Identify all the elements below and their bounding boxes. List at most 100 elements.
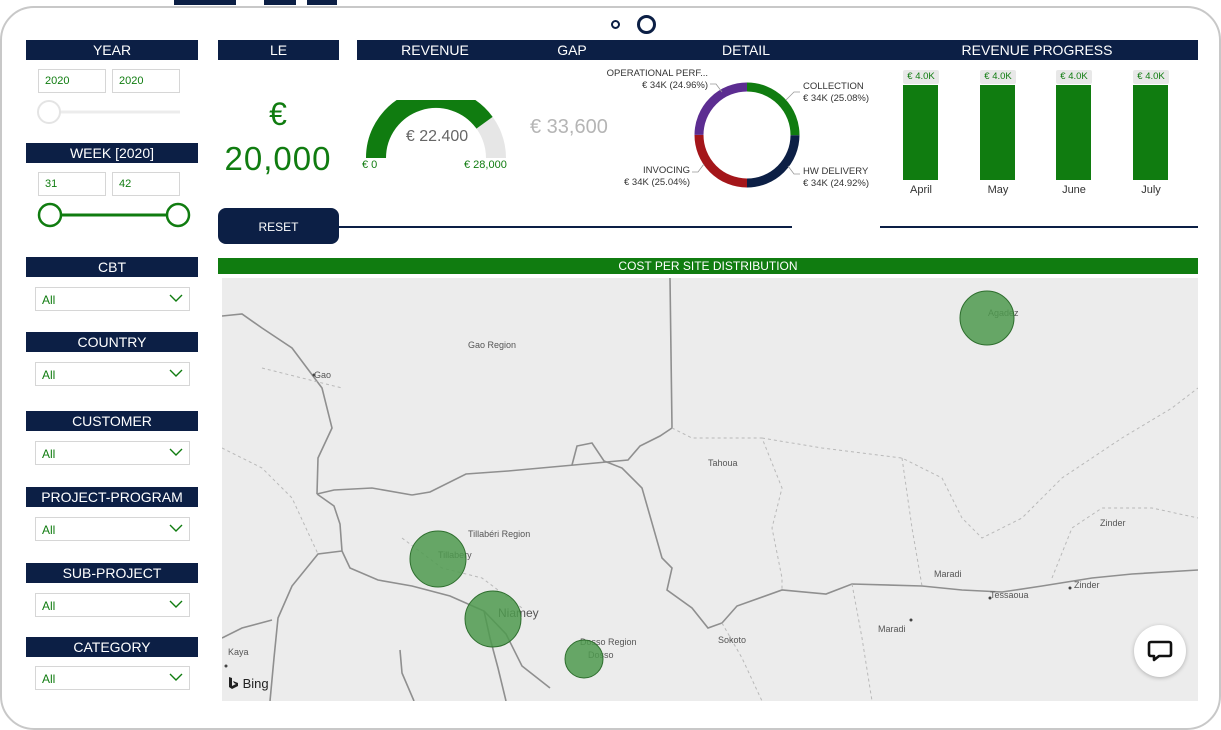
year-to-input[interactable]: 2020 [112, 69, 180, 93]
top-edge-mark [264, 0, 296, 5]
project-program-dropdown[interactable]: All [35, 517, 190, 541]
revenue-bar[interactable] [903, 85, 938, 180]
divider-line [880, 226, 1198, 228]
chevron-down-icon [169, 369, 183, 377]
bing-attribution: Bing [228, 676, 269, 691]
week-slicer-title: WEEK [2020] [26, 143, 198, 163]
detail-chart-title: DETAIL [722, 42, 770, 58]
chat-icon [1147, 640, 1173, 662]
donut-segment-hw-delivery[interactable] [746, 135, 800, 188]
top-edge-mark [174, 0, 236, 5]
year-from-input[interactable]: 2020 [38, 69, 106, 93]
chevron-down-icon [169, 673, 183, 681]
donut-label-name: HW DELIVERY [803, 166, 869, 177]
map-place-label: Tillabéri Region [468, 529, 531, 539]
map-place-label: Sokoto [718, 635, 747, 645]
chat-button[interactable] [1134, 625, 1186, 677]
bar-category-label: May [987, 184, 1009, 196]
page-indicator-dot-active[interactable] [637, 15, 656, 34]
bar-data-label: € 4.0K [980, 70, 1016, 84]
site-bubble-niamey[interactable] [464, 590, 522, 648]
customer-value: All [42, 447, 56, 461]
cbt-dropdown[interactable]: All [35, 287, 190, 311]
bar-data-label: € 4.0K [1133, 70, 1169, 84]
country-dropdown[interactable]: All [35, 362, 190, 386]
map-place-label: Tahoua [708, 458, 738, 468]
donut-label-value: € 34K (24.96%) [641, 80, 708, 91]
map-place-label: Maradi [934, 569, 962, 579]
map-place-label: Gao [314, 370, 332, 380]
map-place-label: Gao Region [468, 340, 517, 350]
week-to-input[interactable]: 42 [112, 172, 180, 196]
donut-label-value: € 34K (25.08%) [803, 93, 870, 104]
donut-leader-lines [692, 83, 800, 175]
country-value: All [42, 368, 56, 382]
slider-handle-end[interactable] [165, 202, 191, 228]
sub-project-dropdown[interactable]: All [35, 593, 190, 617]
revenue-gauge-max: € 28,000 [464, 159, 507, 171]
reset-button[interactable]: RESET [218, 208, 339, 244]
week-from-input[interactable]: 31 [38, 172, 106, 196]
donut-label-name: INVOCING [643, 165, 690, 176]
sub-project-slicer-title: SUB-PROJECT [26, 563, 198, 583]
le-card-title: LE [218, 40, 339, 60]
cbt-value: All [42, 293, 56, 307]
donut-label-name: COLLECTION [803, 81, 864, 92]
map-title: COST PER SITE DISTRIBUTION [218, 258, 1198, 274]
revenue-bar[interactable] [980, 85, 1015, 180]
site-bubble-tillabery[interactable] [409, 530, 467, 588]
category-dropdown[interactable]: All [35, 666, 190, 690]
site-bubble-dosso[interactable] [564, 639, 604, 679]
revenue-gauge-value: € 22.400 [405, 128, 469, 145]
map-place-label: Zinder [1074, 580, 1100, 590]
page-indicator-dot[interactable] [611, 20, 620, 29]
le-currency-symbol: € [269, 96, 287, 132]
revenue-gauge-min: € 0 [362, 159, 378, 171]
week-range-slider[interactable] [36, 200, 192, 230]
bar-category-label: April [909, 184, 932, 196]
site-bubble-agadez[interactable] [959, 290, 1015, 346]
category-slicer-title: CATEGORY [26, 637, 198, 657]
chevron-down-icon [169, 448, 183, 456]
year-slicer-title: YEAR [26, 40, 198, 60]
bar-category-label: July [1141, 184, 1161, 196]
slider-handle-start[interactable] [37, 202, 63, 228]
le-value: 20,000 [224, 140, 332, 177]
bing-logo-icon [229, 677, 238, 689]
donut-label-collection: COLLECTION € 34K (25.08%) [803, 81, 869, 105]
sub-project-value: All [42, 599, 56, 613]
country-slicer-title: COUNTRY [26, 332, 198, 352]
detail-donut-chart[interactable] [690, 78, 804, 192]
donut-segment-operational[interactable] [694, 82, 748, 136]
map-place-label: Kaya [228, 647, 249, 657]
revenue-gauge [366, 100, 506, 159]
revenue-bar[interactable] [1133, 85, 1168, 180]
donut-segment-invocing[interactable] [694, 134, 748, 188]
map-place-label: Maradi [878, 624, 906, 634]
bar-category-label: June [1062, 184, 1086, 196]
year-range-slider[interactable] [36, 98, 186, 126]
donut-label-hw-delivery: HW DELIVERY € 34K (24.92%) [803, 166, 869, 190]
slider-handle[interactable] [37, 100, 61, 124]
bing-label: Bing [242, 676, 269, 691]
customer-slicer-title: CUSTOMER [26, 411, 198, 431]
revenue-bar[interactable] [1056, 85, 1091, 180]
chevron-down-icon [169, 524, 183, 532]
revenue-card-title: REVENUE [401, 42, 469, 58]
bar-data-label: € 4.0K [903, 70, 939, 84]
map-place-label: Zinder [1100, 518, 1126, 528]
kpi-header-bar [357, 40, 1198, 60]
donut-label-name: OPERATIONAL PERF... [606, 68, 708, 79]
chevron-down-icon [169, 294, 183, 302]
map-bubble-layer [409, 290, 1015, 679]
donut-label-invocing: INVOCING € 34K (25.04%) [598, 165, 690, 189]
category-value: All [42, 672, 56, 686]
gap-value: € 33,600 [530, 116, 608, 138]
map-place-label: Dosso Region [580, 637, 637, 647]
chevron-down-icon [169, 600, 183, 608]
donut-segment-collection[interactable] [746, 82, 800, 136]
donut-label-value: € 34K (24.92%) [803, 178, 870, 189]
customer-dropdown[interactable]: All [35, 441, 190, 465]
cbt-slicer-title: CBT [26, 257, 198, 277]
